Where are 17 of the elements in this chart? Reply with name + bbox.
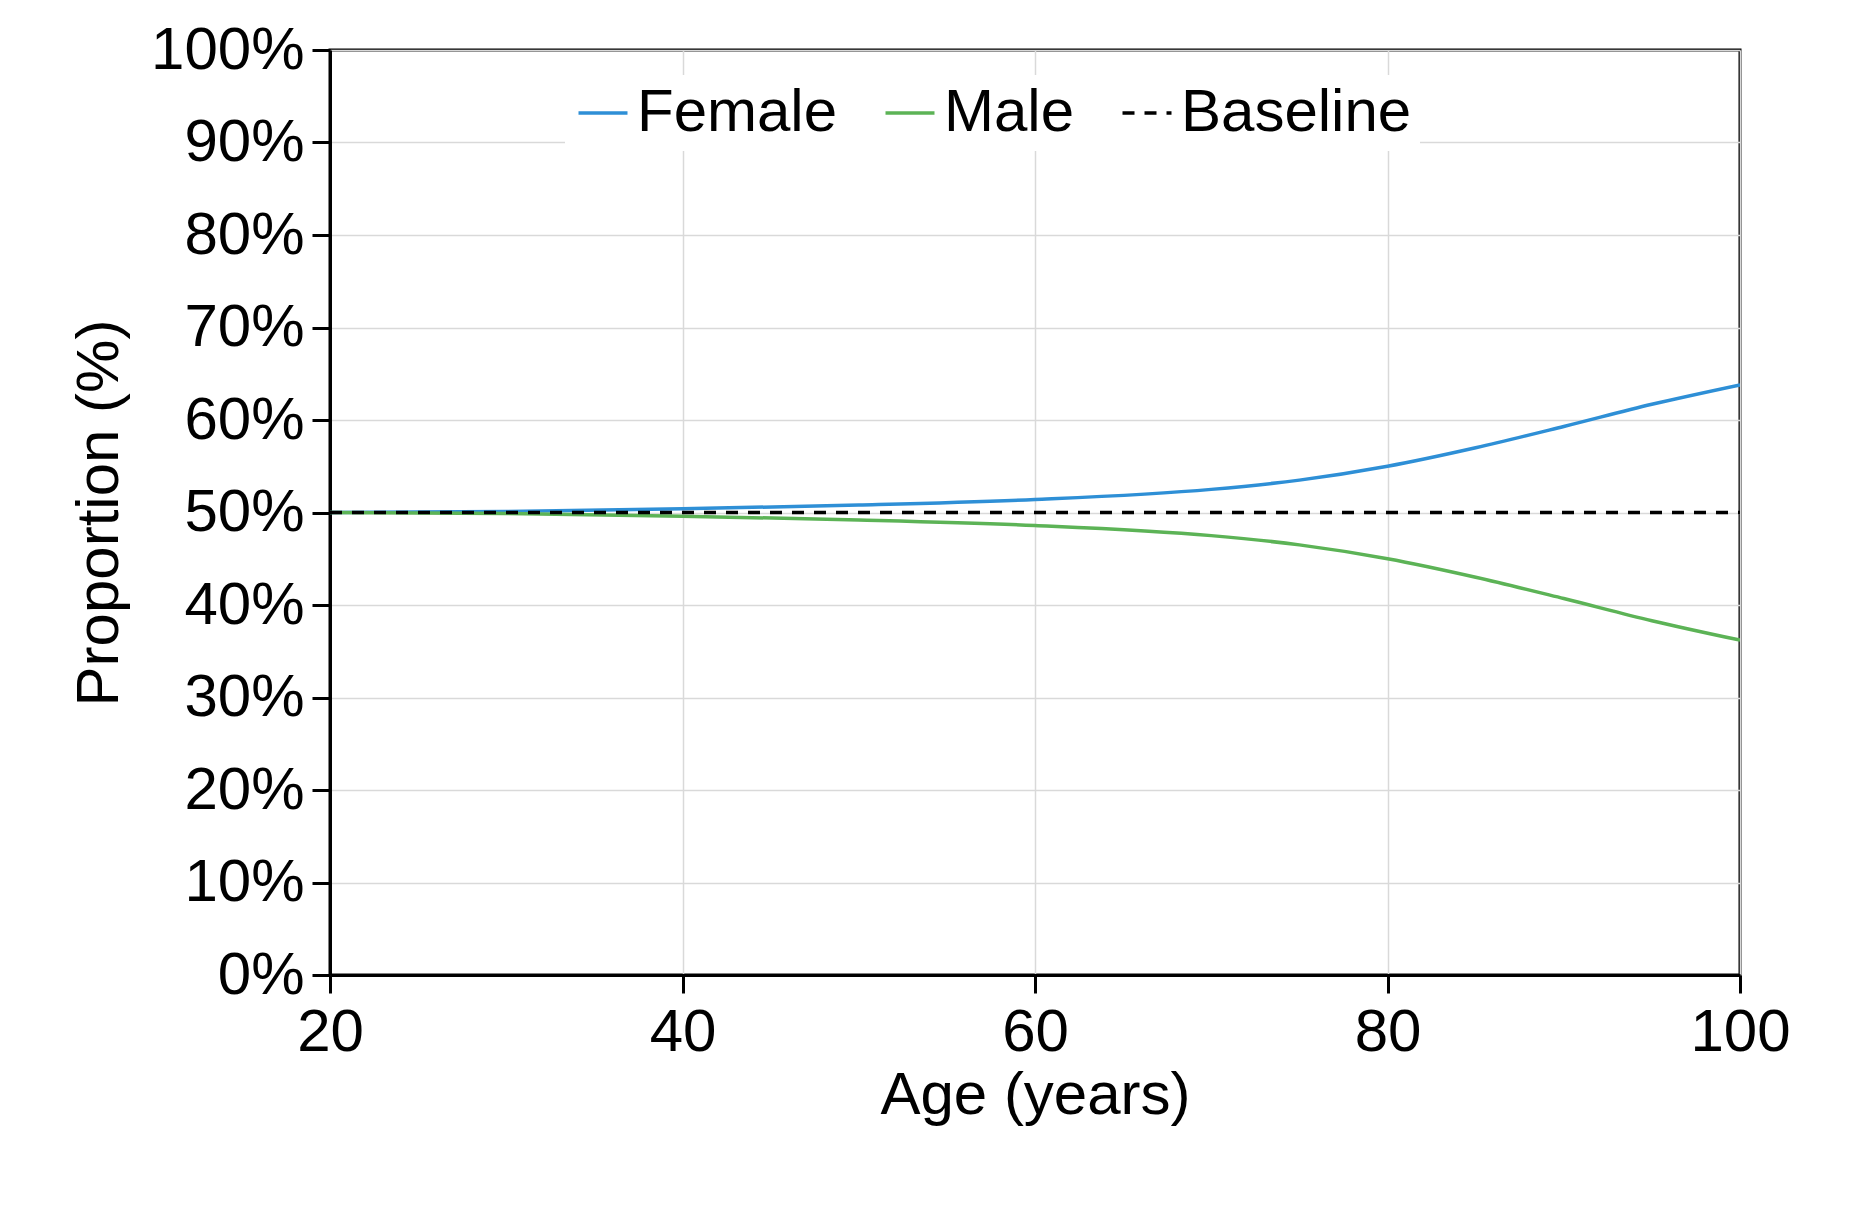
legend-label: Female	[637, 77, 838, 144]
legend-label: Baseline	[1181, 77, 1412, 144]
y-tick-label: 70%	[184, 292, 305, 359]
y-tick-label: 90%	[184, 107, 305, 174]
y-tick-label: 60%	[184, 384, 305, 452]
x-tick-label: 80	[1354, 996, 1422, 1064]
x-tick-label: 100	[1690, 996, 1791, 1064]
y-tick-label: 50%	[184, 477, 305, 544]
y-tick-label: 40%	[184, 569, 305, 637]
y-tick-label: 100%	[151, 14, 305, 82]
y-tick-label: 80%	[184, 199, 305, 267]
y-tick-label: 30%	[184, 662, 305, 729]
x-tick-label: 40	[649, 996, 717, 1064]
legend-label: Male	[944, 77, 1075, 144]
y-tick-label: 20%	[184, 754, 305, 822]
y-tick-label: 10%	[184, 847, 305, 914]
y-axis-title: Proportion (%)	[64, 319, 132, 707]
